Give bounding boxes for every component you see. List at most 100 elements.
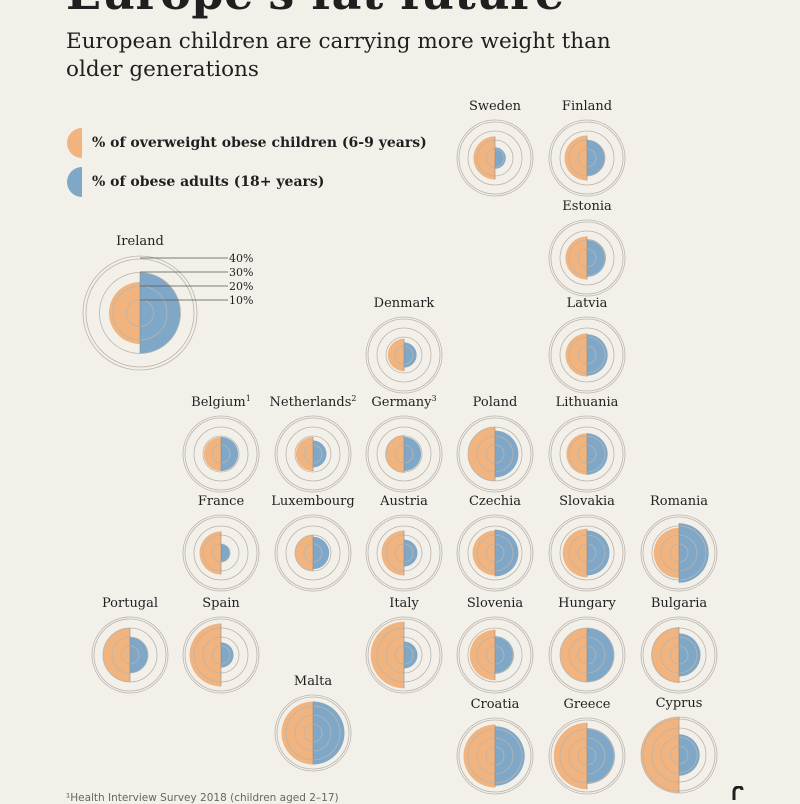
outer-ring [456,616,534,694]
country-label: Luxembourg [271,494,354,509]
country-label: Romania [650,494,708,509]
outer-ring [365,415,443,493]
ring-40 [550,121,624,195]
country-label: Germany3 [371,394,436,410]
country-slovenia: Slovenia [456,596,534,694]
ring-30 [376,426,432,482]
country-label: Sweden [469,99,522,114]
outer-ring [182,616,260,694]
country-greece: Greece [548,697,626,795]
legend-item-children: % of overweight obese children (6-9 year… [66,128,427,158]
chart-subtitle: European children are carrying more weig… [66,29,611,82]
adults-half-circle [587,433,608,475]
children-half-circle [565,333,587,377]
ring-30 [193,525,249,581]
ring-40 [550,221,624,295]
country-germany: Germany3 [365,394,443,493]
country-estonia: Estonia [548,199,626,297]
brand-logo-icon [732,786,744,800]
country-label: Austria [379,494,428,509]
country-romania: Romania [640,494,718,592]
children-half-circle [472,530,495,576]
outer-ring [82,255,198,371]
adults-half-circle [495,529,519,577]
children-half-circle [564,135,587,181]
ring-30 [559,130,615,186]
children-half-circle [469,629,495,681]
ring-40 [276,417,350,491]
country-label: Malta [294,674,332,689]
adults-half-circle [587,239,606,277]
adults-half-circle [404,342,417,368]
adults-half-circle [404,539,418,567]
country-label: Denmark [374,296,435,311]
adults-half-circle [587,728,615,784]
country-label: Spain [202,596,240,611]
legend-swatch-children [67,128,82,158]
ring-40 [276,516,350,590]
country-label: Portugal [102,596,158,611]
ring-40 [458,417,532,491]
country-italy: Italy [365,596,443,694]
country-label: Latvia [567,296,608,311]
children-half-circle [189,623,221,687]
country-malta: Malta [274,674,352,772]
adults-half-circle [587,530,610,576]
ring-scale-label: 30% [229,266,253,279]
ring-40 [367,417,441,491]
children-half-circle [562,528,587,578]
ring-20 [202,435,240,473]
ring-40 [458,618,532,692]
country-label: Lithuania [556,395,619,410]
children-half-circle [108,281,140,345]
legend-label-children: % of overweight obese children (6-9 year… [92,135,427,151]
ring-40 [458,121,532,195]
outer-ring [182,514,260,592]
outer-ring [456,717,534,795]
ring-40 [458,516,532,590]
children-half-circle [566,433,587,475]
legend-item-adults: % of obese adults (18+ years) [66,167,324,197]
country-label: Slovenia [467,596,523,611]
adults-half-circle [221,436,239,472]
outer-ring [456,415,534,493]
country-czechia: Czechia [456,494,534,592]
adults-half-circle [495,430,519,478]
country-austria: Austria [365,494,443,592]
adults-half-circle [587,334,608,376]
children-half-circle [651,627,679,683]
country-label: Estonia [562,199,612,214]
country-poland: Poland [456,395,534,493]
ring-30 [559,230,615,286]
country-hungary: Hungary [548,596,626,694]
country-label: Croatia [471,697,520,712]
outer-ring [548,119,626,197]
ring-40 [184,618,258,692]
outer-ring [365,316,443,394]
ring-40 [184,516,258,590]
ring-20 [385,336,423,374]
ring-40 [93,618,167,692]
country-label: Netherlands2 [270,394,357,410]
ring-30 [467,627,523,683]
children-half-circle [553,722,587,790]
outer-ring [548,219,626,297]
children-half-circle [463,724,495,788]
outer-ring [182,415,260,493]
adults-half-circle [495,726,525,786]
ring-30 [285,426,341,482]
country-finland: Finland [548,99,626,197]
ring-40 [184,417,258,491]
ring-30 [559,525,615,581]
children-half-circle [385,435,404,473]
ring-40 [550,618,624,692]
outer-ring [640,616,718,694]
children-half-circle [565,236,587,280]
ring-30 [467,525,523,581]
ring-30 [376,327,432,383]
outer-ring [365,514,443,592]
country-label: Slovakia [559,494,615,509]
adults-half-circle [495,147,506,169]
children-half-circle [370,621,404,689]
ring-40 [367,318,441,392]
